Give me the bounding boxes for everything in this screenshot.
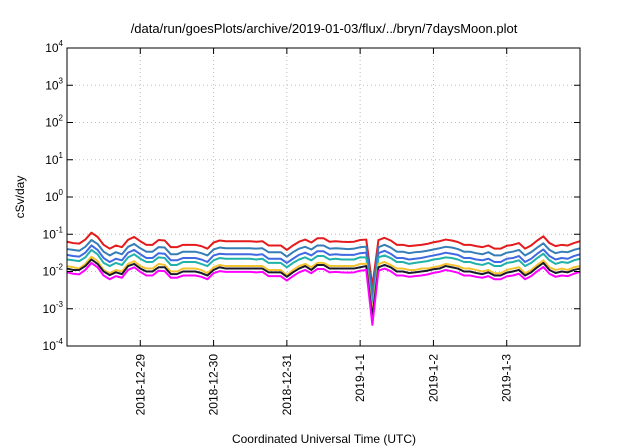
x-tick-label: 2019-1-1	[353, 354, 367, 402]
series-group	[66, 231, 581, 326]
y-tick-label: 10-1	[43, 225, 64, 241]
y-tick-label: 103	[45, 76, 63, 92]
x-axis-label: Coordinated Universal Time (UTC)	[232, 432, 416, 446]
series-line-3	[66, 244, 581, 301]
y-tick-label: 101	[45, 151, 63, 167]
y-axis: 10-4 10-3 10-2 10-1 100 101 102 103 104	[43, 39, 580, 353]
y-tick-label: 102	[45, 114, 63, 130]
x-tick-label: 2019-1-3	[500, 354, 514, 402]
series-line-7	[66, 261, 581, 326]
x-tick-label: 2018-12-30	[207, 354, 221, 416]
series-line-1	[66, 231, 581, 288]
y-tick-label: 100	[45, 188, 63, 204]
series-line-4	[66, 248, 581, 307]
series-line-6	[66, 258, 581, 319]
x-axis: 2018-12-29 2018-12-30 2018-12-31 2019-1-1 20…	[133, 48, 514, 416]
y-tick-label: 10-3	[43, 300, 64, 316]
x-tick-label: 2018-12-31	[280, 354, 294, 416]
y-tick-label: 104	[45, 39, 63, 55]
y-tick-label: 10-2	[43, 263, 64, 279]
series-line-5	[66, 255, 581, 314]
chart-title: /data/run/goesPlots/archive/2019-01-03/f…	[131, 21, 518, 36]
grid	[67, 48, 580, 346]
series-line-2	[66, 239, 581, 295]
y-axis-label: cSv/day	[13, 176, 27, 219]
x-tick-label: 2018-12-29	[133, 354, 147, 416]
x-tick-label: 2019-1-2	[426, 354, 440, 402]
y-tick-label: 10-4	[43, 337, 64, 353]
